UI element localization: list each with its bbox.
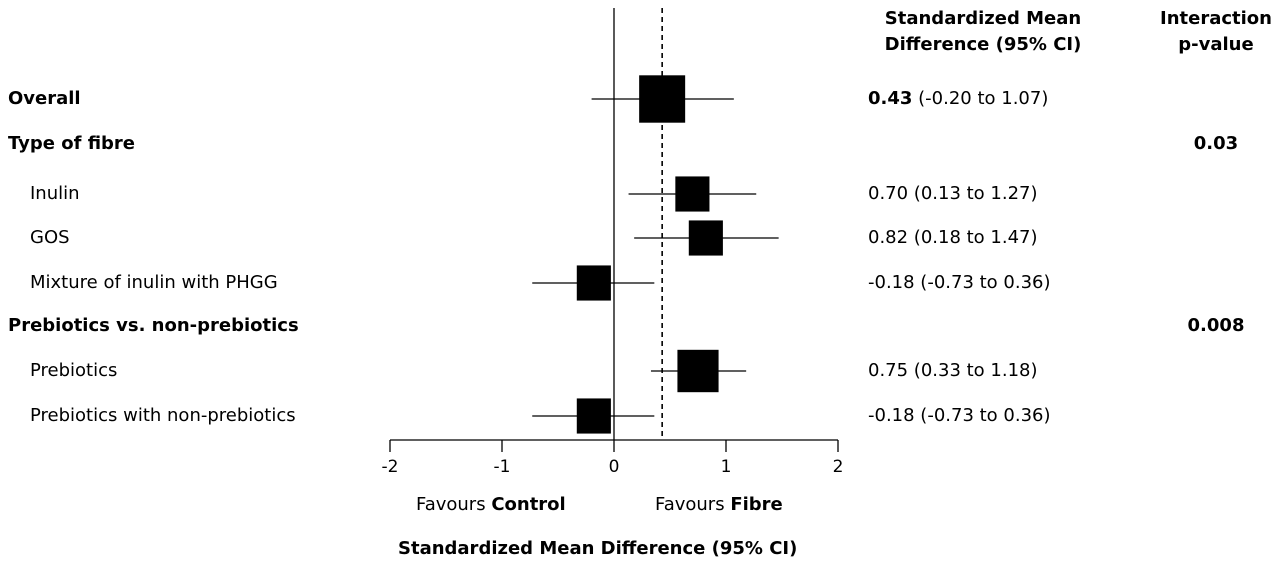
row-label: Prebiotics vs. non-prebiotics — [8, 315, 299, 336]
favours-fibre-label: Favours Fibre — [655, 494, 783, 516]
row-ci-interval: -0.18 (-0.73 to 0.36) — [868, 405, 1051, 426]
favours-control-label: Favours Control — [416, 494, 566, 516]
row-ci-text: -0.18 (-0.73 to 0.36) — [868, 272, 1051, 294]
interaction-header-line2: p-value — [1178, 34, 1254, 55]
x-tick-label: -1 — [494, 457, 511, 477]
row-label: Overall — [8, 88, 81, 109]
x-tick-label: 2 — [833, 457, 844, 477]
point-estimate-square — [639, 75, 686, 123]
row-label: Type of fibre — [8, 133, 136, 154]
point-estimate-square — [677, 349, 719, 393]
row-ci-text: -0.18 (-0.73 to 0.36) — [868, 405, 1051, 427]
row-ci-text: 0.70 (0.13 to 1.27) — [868, 183, 1038, 205]
favours-fibre-word: Fibre — [730, 494, 783, 515]
interaction-header-line1: Interaction — [1160, 8, 1272, 29]
row-label: Inulin — [30, 183, 80, 204]
row-ci-text: 0.75 (0.33 to 1.18) — [868, 360, 1038, 382]
interaction-column-header: Interaction p-value — [1148, 6, 1284, 58]
row-interaction-p: 0.03 — [1193, 133, 1239, 154]
point-estimate-square — [576, 265, 611, 301]
row-label: Prebiotics with non-prebiotics — [30, 405, 296, 426]
point-estimate-square — [675, 176, 710, 212]
row-ci-interval: -0.18 (-0.73 to 0.36) — [868, 272, 1051, 293]
favours-control-word: Control — [491, 494, 566, 515]
favours-fibre-prefix: Favours — [655, 494, 731, 515]
row-ci-interval: 0.82 (0.18 to 1.47) — [868, 227, 1038, 248]
row-ci-estimate: 0.43 — [868, 88, 913, 109]
point-estimate-square — [576, 398, 611, 434]
x-axis-title: Standardized Mean Difference (95% CI) — [398, 538, 798, 559]
row-label: Prebiotics — [30, 360, 118, 381]
x-tick-label: -2 — [382, 457, 399, 477]
point-estimate-square — [688, 220, 723, 256]
row-label: Mixture of inulin with PHGG — [30, 272, 278, 293]
row-ci-interval: (-0.20 to 1.07) — [912, 88, 1049, 109]
row-ci-text: 0.82 (0.18 to 1.47) — [868, 227, 1038, 249]
row-ci-interval: 0.75 (0.33 to 1.18) — [868, 360, 1038, 381]
favours-control-prefix: Favours — [416, 494, 492, 515]
x-tick-label: 0 — [609, 457, 620, 477]
row-ci-text: 0.43 (-0.20 to 1.07) — [868, 88, 1048, 110]
row-interaction-p: 0.008 — [1187, 315, 1245, 336]
smd-header-line2: Difference (95% CI) — [884, 34, 1082, 55]
smd-column-header: Standardized Mean Difference (95% CI) — [868, 6, 1098, 58]
x-tick-label: 1 — [721, 457, 732, 477]
smd-header-line1: Standardized Mean — [884, 8, 1082, 29]
row-ci-interval: 0.70 (0.13 to 1.27) — [868, 183, 1038, 204]
row-label: GOS — [30, 227, 70, 248]
